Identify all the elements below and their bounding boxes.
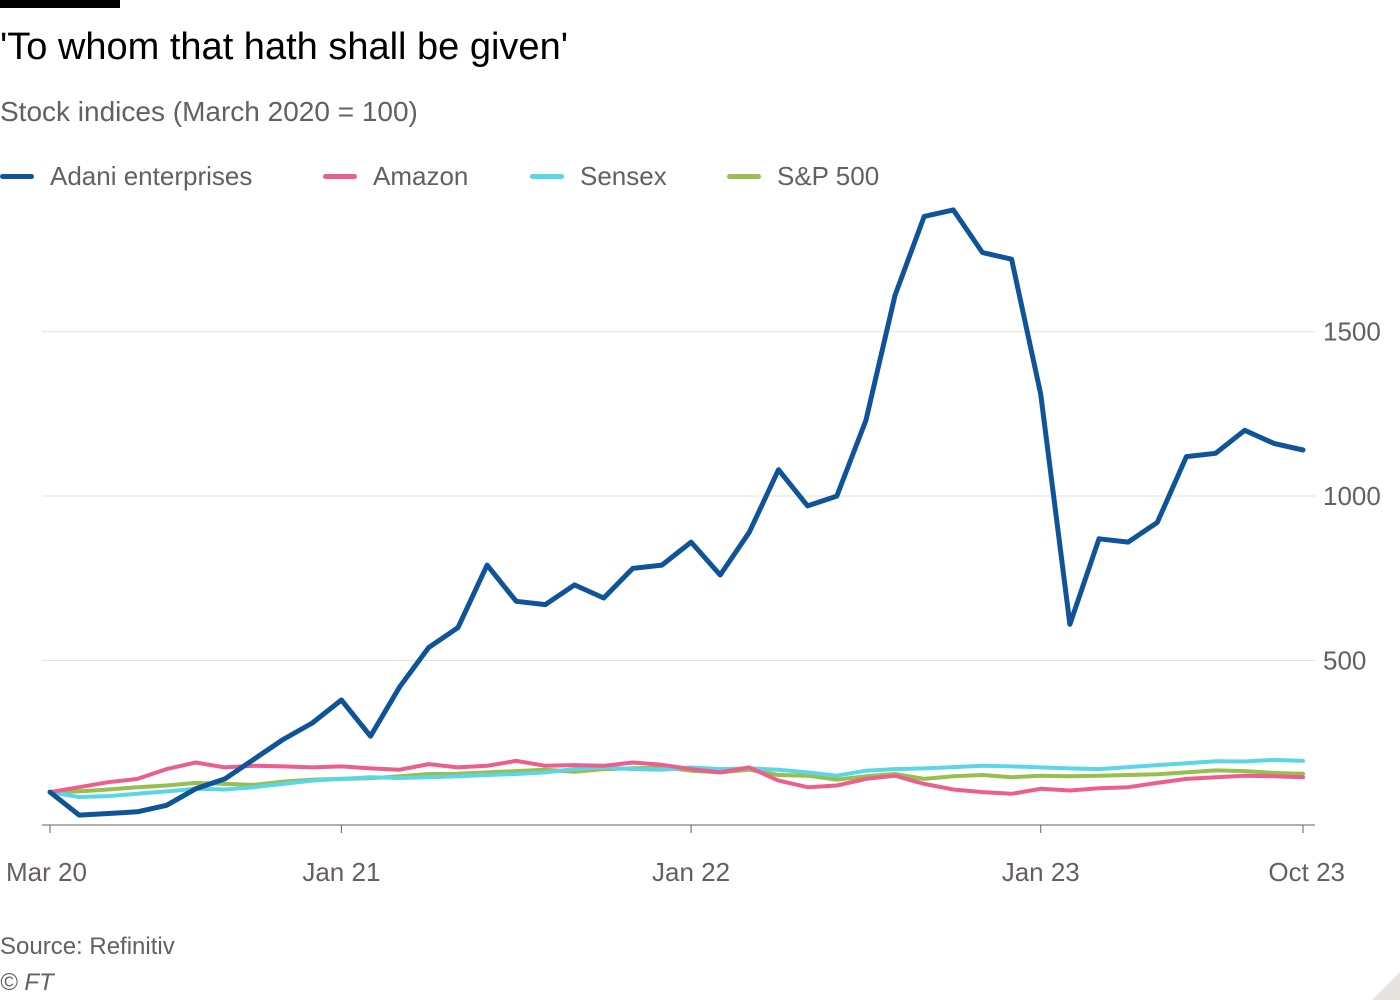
- x-tick-label: Jan 21: [302, 857, 380, 887]
- x-axis: [42, 824, 1315, 833]
- corner-mark: [1372, 972, 1400, 1000]
- legend-item-sp500: S&P 500: [727, 158, 879, 194]
- chart-subtitle: Stock indices (March 2020 = 100): [0, 96, 418, 127]
- y-tick-label: 1500: [1323, 317, 1381, 347]
- legend-label-adani: Adani enterprises: [50, 160, 253, 191]
- legend-swatch-sensex: [530, 173, 564, 179]
- copyright-note: © FT: [0, 969, 54, 996]
- chart-title: 'To whom that hath shall be given': [0, 26, 568, 68]
- legend-swatch-sp500: [727, 173, 761, 179]
- legend-item-sensex: Sensex: [530, 158, 667, 194]
- x-tick-label: Jan 23: [1002, 857, 1080, 887]
- legend-item-adani: Adani enterprises: [0, 158, 252, 194]
- series-line-adani: [47, 207, 1306, 818]
- legend: Adani enterprises Amazon Sensex S&P 500: [0, 158, 1000, 198]
- y-tick-label: 500: [1323, 646, 1366, 676]
- source-note: Source: Refinitiv: [0, 933, 175, 960]
- legend-label-sp500: S&P 500: [777, 160, 880, 191]
- legend-label-amazon: Amazon: [373, 160, 469, 191]
- line-chart: 500 1000 1500 Mar 20 Jan 21 Jan 22 Jan 23 Oct 2…: [6, 207, 1381, 887]
- brand-bar: [0, 0, 120, 8]
- tick-labels: 500 1000 1500 Mar 20 Jan 21 Jan 22 Jan 23 Oct 2…: [6, 317, 1381, 887]
- y-tick-label: 1000: [1323, 481, 1381, 511]
- legend-swatch-amazon: [323, 173, 357, 179]
- x-tick-label: Mar 20: [6, 857, 87, 887]
- legend-item-amazon: Amazon: [323, 158, 468, 194]
- x-tick-label: Jan 22: [652, 857, 730, 887]
- series-line-amazon: [48, 758, 1305, 796]
- legend-swatch-adani: [0, 173, 34, 179]
- grid-lines: [42, 331, 1315, 662]
- legend-label-sensex: Sensex: [580, 160, 667, 191]
- x-tick-label: Oct 23: [1268, 857, 1345, 887]
- series-lines: [47, 207, 1306, 818]
